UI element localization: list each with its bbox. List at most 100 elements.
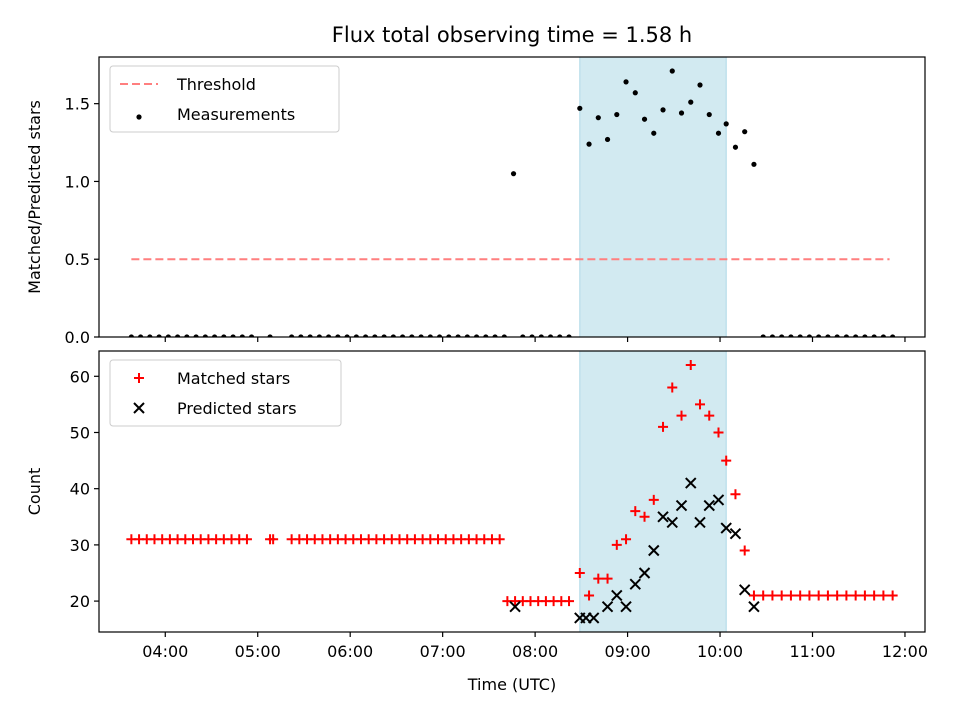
top-ytick-label: 0.5	[65, 250, 90, 269]
matched-point	[739, 545, 750, 556]
measurement-point	[147, 334, 153, 337]
measurement-point	[174, 334, 181, 337]
matched-point	[584, 590, 595, 601]
top-legend-label: Threshold	[176, 75, 256, 94]
panel-ratio: 0.0 0.5 1.0 1.5 Matched/Predicted stars Thres…	[25, 56, 926, 347]
matched-point	[564, 596, 575, 607]
measurement-point	[418, 334, 424, 337]
measurement-point	[688, 99, 694, 105]
measurement-point	[427, 334, 433, 337]
measurement-point	[853, 334, 859, 337]
measurement-point	[326, 334, 332, 337]
measurement-point	[632, 90, 638, 96]
matched-point	[878, 590, 889, 601]
matched-point	[676, 410, 687, 421]
measurement-point	[715, 130, 722, 136]
measurement-point	[298, 334, 304, 337]
matched-point	[667, 382, 678, 393]
predicted-point	[703, 499, 715, 512]
measurement-point	[834, 334, 840, 337]
measurement-point	[880, 334, 886, 337]
measurement-point	[641, 116, 648, 122]
measurement-point	[862, 334, 868, 337]
matched-point	[695, 399, 706, 410]
matched-point	[795, 590, 806, 601]
measurement-point	[221, 334, 227, 337]
measurement-point	[586, 141, 592, 147]
measurement-point	[779, 334, 785, 337]
top-legend-box	[109, 65, 340, 133]
measurement-point	[156, 334, 162, 337]
matched-point	[602, 573, 613, 584]
measurement-point	[797, 334, 803, 337]
matched-point	[685, 360, 696, 371]
bottom-axes-frame	[98, 350, 926, 633]
top-ylabel: Matched/Predicted stars	[25, 100, 44, 294]
measurement-point	[372, 334, 378, 337]
bottom-ytick-label: 50	[70, 423, 90, 442]
measurement-point	[165, 334, 171, 337]
matched-point	[730, 489, 741, 500]
bottom-xtick-label: 11:00	[789, 642, 835, 661]
bottom-xtick-label: 09:00	[605, 642, 651, 661]
matched-point	[841, 590, 852, 601]
matched-point	[494, 534, 505, 545]
bottom-legend-marker-matched-stars	[134, 373, 144, 383]
top-series-measurements	[128, 68, 896, 337]
matched-point	[593, 573, 604, 584]
measurement-point	[669, 68, 675, 74]
measurement-point	[816, 334, 822, 337]
measurement-point	[651, 130, 657, 136]
bottom-xlabel: Time (UTC)	[467, 675, 556, 694]
matched-point	[776, 590, 787, 601]
matched-point	[713, 427, 724, 438]
measurement-point	[230, 334, 236, 337]
measurement-point	[289, 334, 295, 337]
measurement-point	[267, 334, 273, 337]
bottom-legend: Matched stars Predicted stars	[109, 359, 342, 427]
measurement-point	[742, 129, 748, 135]
predicted-point	[685, 477, 697, 489]
top-ytick-label: 1.5	[65, 95, 90, 114]
predicted-point	[587, 612, 600, 624]
matched-point	[869, 590, 880, 601]
bottom-legend-box	[109, 359, 342, 427]
measurement-point	[193, 334, 199, 337]
measurement-point	[399, 334, 406, 337]
measurement-point	[529, 334, 535, 337]
measurement-point	[510, 171, 517, 177]
predicted-point	[601, 601, 614, 613]
predicted-point	[748, 601, 760, 613]
bottom-ylabel: Count	[25, 468, 44, 516]
predicted-point	[620, 601, 632, 613]
matched-point	[850, 590, 861, 601]
measurement-point	[769, 334, 776, 337]
bottom-ytick-label: 20	[70, 592, 90, 611]
measurement-point	[732, 144, 739, 150]
measurement-point	[184, 334, 190, 337]
bottom-legend-marker-predicted-stars	[133, 402, 145, 414]
top-ytick-label: 1.0	[65, 172, 90, 191]
measurement-point	[353, 334, 359, 337]
measurement-point	[723, 121, 729, 127]
bottom-xtick-label: 12:00	[882, 642, 928, 661]
measurement-point	[595, 115, 601, 121]
measurement-point	[547, 334, 554, 337]
measurement-point	[697, 82, 703, 88]
bottom-series-matched-stars	[126, 360, 898, 607]
measurement-point	[381, 334, 387, 337]
predicted-point	[694, 516, 706, 529]
bottom-plot-area	[126, 360, 898, 624]
matched-point	[268, 534, 279, 545]
top-observing-span	[579, 56, 727, 338]
measurement-point	[614, 111, 620, 118]
measurement-point	[566, 334, 572, 337]
matched-point	[611, 539, 622, 550]
measurement-point	[557, 334, 563, 337]
measurement-point	[464, 334, 470, 337]
measurement-point	[678, 110, 685, 116]
matched-point	[621, 534, 632, 545]
matched-point	[241, 534, 252, 545]
predicted-point	[712, 494, 725, 506]
measurement-point	[307, 334, 313, 337]
